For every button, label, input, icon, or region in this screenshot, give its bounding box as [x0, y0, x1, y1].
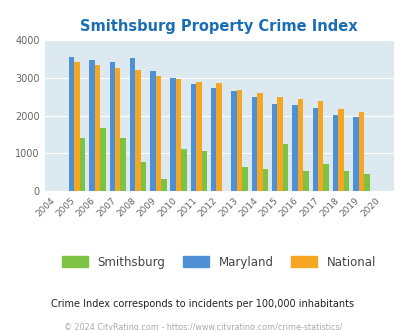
- Bar: [74, 62, 80, 191]
- Bar: [337, 109, 343, 191]
- Bar: [175, 80, 181, 191]
- Bar: [161, 179, 166, 191]
- Bar: [277, 97, 282, 191]
- Bar: [181, 149, 186, 191]
- Bar: [312, 108, 317, 191]
- Bar: [317, 101, 323, 191]
- Bar: [358, 113, 363, 191]
- Bar: [363, 174, 369, 191]
- Bar: [297, 99, 303, 191]
- Bar: [292, 105, 297, 191]
- Bar: [343, 171, 348, 191]
- Bar: [115, 68, 120, 191]
- Bar: [211, 88, 216, 191]
- Bar: [155, 77, 161, 191]
- Bar: [323, 164, 328, 191]
- Bar: [135, 70, 141, 191]
- Title: Smithsburg Property Crime Index: Smithsburg Property Crime Index: [80, 19, 357, 34]
- Bar: [80, 138, 85, 191]
- Bar: [271, 104, 277, 191]
- Text: © 2024 CityRating.com - https://www.cityrating.com/crime-statistics/: © 2024 CityRating.com - https://www.city…: [64, 323, 341, 330]
- Bar: [150, 71, 155, 191]
- Bar: [109, 62, 115, 191]
- Legend: Smithsburg, Maryland, National: Smithsburg, Maryland, National: [58, 251, 380, 274]
- Bar: [236, 90, 242, 191]
- Bar: [89, 60, 94, 191]
- Bar: [216, 83, 222, 191]
- Bar: [332, 115, 337, 191]
- Bar: [120, 138, 126, 191]
- Bar: [231, 91, 236, 191]
- Bar: [352, 117, 358, 191]
- Bar: [141, 162, 146, 191]
- Bar: [262, 169, 267, 191]
- Bar: [170, 78, 175, 191]
- Bar: [242, 167, 247, 191]
- Bar: [130, 58, 135, 191]
- Bar: [282, 144, 288, 191]
- Bar: [94, 65, 100, 191]
- Bar: [256, 93, 262, 191]
- Bar: [251, 97, 256, 191]
- Bar: [303, 171, 308, 191]
- Text: Crime Index corresponds to incidents per 100,000 inhabitants: Crime Index corresponds to incidents per…: [51, 299, 354, 309]
- Bar: [100, 128, 105, 191]
- Bar: [196, 82, 201, 191]
- Bar: [69, 57, 74, 191]
- Bar: [190, 83, 196, 191]
- Bar: [201, 151, 207, 191]
